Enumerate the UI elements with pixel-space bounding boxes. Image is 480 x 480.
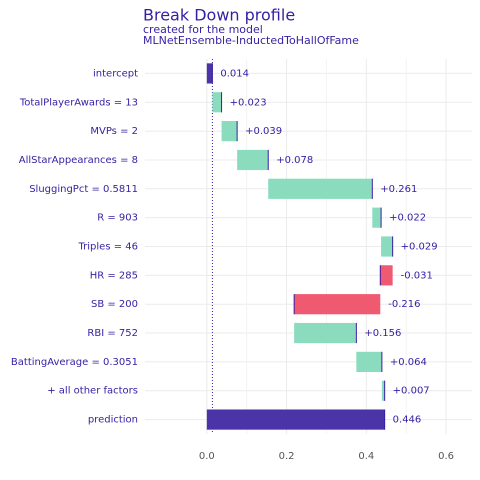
x-axis-category: SluggingPct = 0.5811 [29, 184, 138, 195]
bar [221, 121, 238, 142]
x-axis-category: TotalPlayerAwards = 13 [19, 97, 138, 108]
chart-title: Break Down profile [143, 6, 295, 25]
x-axis-category: AllStarAppearances = 8 [19, 155, 138, 166]
bar [381, 380, 385, 401]
bar [212, 92, 222, 113]
x-tick-label: 0.6 [438, 451, 454, 462]
bar [294, 294, 381, 315]
value-label: +0.039 [245, 126, 282, 137]
value-label: +0.007 [393, 386, 430, 397]
x-tick-label: 0.2 [279, 451, 295, 462]
model-name: MLNetEnsemble-InductedToHallOfFame [143, 34, 359, 47]
value-label: +0.022 [389, 213, 426, 224]
value-label: +0.261 [380, 184, 417, 195]
chart-subtitle: created for the model [143, 23, 263, 36]
value-label: +0.023 [230, 97, 267, 108]
x-tick-label: 0.0 [199, 451, 215, 462]
value-label: 0.014 [220, 68, 249, 79]
x-axis-category: BattingAverage = 0.3051 [11, 357, 138, 368]
bar [381, 236, 393, 257]
value-label: -0.216 [388, 299, 420, 310]
x-axis-category: intercept [93, 68, 138, 79]
x-axis-category: prediction [88, 415, 138, 426]
x-axis-category: R = 903 [97, 213, 138, 224]
x-tick-label: 0.4 [358, 451, 374, 462]
value-label: 0.446 [393, 415, 422, 426]
x-axis-category: Triples = 46 [78, 242, 138, 253]
x-axis-category: HR = 285 [90, 270, 138, 281]
x-axis-category: SB = 200 [91, 299, 138, 310]
value-label: +0.064 [390, 357, 427, 368]
bar [206, 409, 385, 430]
bar [206, 63, 213, 84]
x-axis-category: + all other factors [47, 386, 138, 397]
value-label: +0.156 [364, 328, 401, 339]
value-label: +0.029 [401, 242, 438, 253]
bar [237, 149, 269, 171]
bar [380, 265, 393, 286]
bar [268, 178, 373, 199]
bar [356, 351, 382, 372]
bar [294, 322, 357, 344]
x-axis-category: RBI = 752 [87, 328, 138, 339]
value-label: -0.031 [401, 270, 433, 281]
x-axis-category: MVPs = 2 [90, 126, 138, 137]
value-label: +0.078 [276, 155, 313, 166]
bar [372, 207, 382, 228]
